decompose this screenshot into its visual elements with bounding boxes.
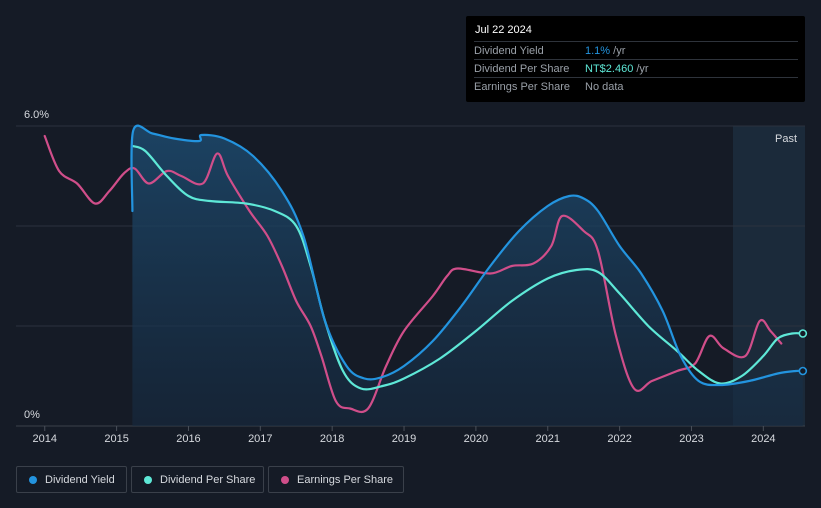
legend-label: Dividend Yield xyxy=(45,474,115,486)
past-label: Past xyxy=(775,133,797,145)
x-tick-label: 2018 xyxy=(320,433,344,445)
dividend-yield-area xyxy=(131,125,803,427)
tooltip-value-text: 1.1% xyxy=(585,45,611,57)
tooltip-value: No data xyxy=(585,81,624,93)
tooltip-label: Dividend Per Share xyxy=(474,63,570,75)
legend-dividend-yield[interactable]: Dividend Yield xyxy=(16,466,127,493)
x-tick-label: 2022 xyxy=(607,433,631,445)
x-tick-label: 2016 xyxy=(176,433,200,445)
x-tick-label: 2024 xyxy=(751,433,775,445)
tooltip: Jul 22 2024 Dividend Yield 1.1% /yr Divi… xyxy=(466,16,805,102)
series-line-dividend-yield xyxy=(130,124,804,387)
legend-label: Dividend Per Share xyxy=(160,474,256,486)
x-tick-label: 2021 xyxy=(536,433,560,445)
x-tick-label: 2017 xyxy=(248,433,272,445)
legend-dot-icon xyxy=(29,476,37,484)
tooltip-value: NT$2.460 /yr xyxy=(585,63,649,75)
y-tick-label-min: 0% xyxy=(24,409,40,421)
legend-dot-icon xyxy=(281,476,289,484)
x-tick-label: 2014 xyxy=(33,433,57,445)
series-line-dividend-per-share xyxy=(131,144,804,391)
yield-area xyxy=(131,125,803,427)
series-line-earnings-per-share xyxy=(43,134,783,414)
tooltip-date: Jul 22 2024 xyxy=(475,24,532,36)
tooltip-row-earnings-per-share: Earnings Per Share No data xyxy=(474,77,798,96)
tooltip-unit: /yr xyxy=(610,45,626,57)
tooltip-label: Earnings Per Share xyxy=(474,81,570,93)
end-marker-dividend-yield xyxy=(798,366,808,376)
x-tick-label: 2020 xyxy=(464,433,488,445)
x-tick-label: 2015 xyxy=(104,433,128,445)
x-tick-label: 2019 xyxy=(392,433,416,445)
tooltip-value-text: NT$2.460 xyxy=(585,63,634,75)
end-marker-dividend-per-share xyxy=(798,329,808,338)
tooltip-value-text: No data xyxy=(585,81,624,93)
series-lines xyxy=(43,124,808,414)
tooltip-unit: /yr xyxy=(633,63,649,75)
legend-earnings-per-share[interactable]: Earnings Per Share xyxy=(268,466,404,493)
y-tick-label-max: 6.0% xyxy=(24,109,49,121)
axis-ticks: 2014 2015 2016 2017 2018 2019 2020 2021 2022 2023… xyxy=(24,109,776,445)
tooltip-value: 1.1% /yr xyxy=(585,45,625,57)
tooltip-row-dividend-per-share: Dividend Per Share NT$2.460 /yr xyxy=(474,59,798,78)
x-tick-label: 2023 xyxy=(679,433,703,445)
tooltip-label: Dividend Yield xyxy=(474,45,544,57)
legend-dividend-per-share[interactable]: Dividend Per Share xyxy=(131,466,264,493)
legend-dot-icon xyxy=(144,476,152,484)
tooltip-row-dividend-yield: Dividend Yield 1.1% /yr xyxy=(474,41,798,60)
legend-label: Earnings Per Share xyxy=(297,474,393,486)
